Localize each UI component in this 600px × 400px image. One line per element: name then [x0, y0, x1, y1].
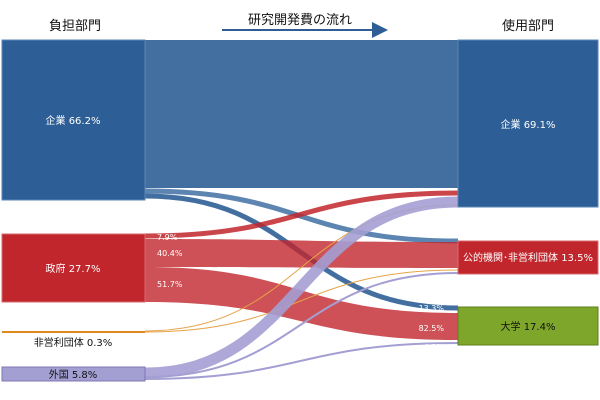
node-target-public [457, 240, 599, 275]
header-source: 負担部門 [49, 19, 101, 34]
node-target-public-label: 公的機関･非営利団体 13.5% [463, 251, 593, 264]
node-target-university [457, 306, 599, 346]
node-target-enterprise-label: 企業 69.1% [501, 118, 556, 131]
node-source-government-label: 政府 27.7% [46, 262, 101, 275]
node-source-nonprofit [2, 331, 145, 333]
node-target-enterprise [457, 39, 599, 208]
header-flow: 研究開発費の流れ [248, 13, 352, 28]
flow-enterprise-to-enterprise [145, 40, 458, 188]
node-source-enterprise-label: 企業 66.2% [46, 114, 101, 127]
flow-government-to-public [145, 239, 458, 268]
flow-government-to-university [145, 267, 458, 340]
flow-foreign-to-public [144, 272, 459, 378]
header-target: 使用部門 [502, 18, 554, 34]
node-source-enterprise [1, 39, 146, 201]
flow-foreign-to-university [144, 342, 459, 380]
flows [144, 40, 459, 380]
node-source-foreign [1, 366, 146, 382]
flow-label-univ-enterprise: 13.3% [419, 304, 445, 313]
node-target-university-label: 大学 17.4% [501, 320, 556, 333]
flow-nonprofit-to-public [144, 269, 459, 333]
flow-foreign-to-enterprise [144, 196, 459, 379]
flow-label-gov-enterprise: 7.9% [157, 233, 178, 242]
flow-label-gov-public: 40.4% [157, 249, 183, 258]
flow-label-univ-government: 82.5% [419, 324, 445, 333]
node-source-government [1, 233, 146, 303]
flow-government-to-enterprise [144, 190, 459, 239]
node-source-nonprofit-label: 非営利団体 0.3% [34, 336, 113, 349]
flow-label-gov-university: 51.7% [157, 280, 183, 289]
flow-label-univ-foreign: 4.2% [424, 343, 445, 352]
node-source-foreign-label: 外国 5.8% [49, 369, 98, 381]
